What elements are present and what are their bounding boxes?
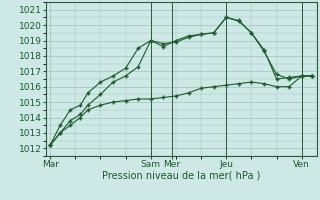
X-axis label: Pression niveau de la mer( hPa ): Pression niveau de la mer( hPa )	[102, 171, 261, 181]
